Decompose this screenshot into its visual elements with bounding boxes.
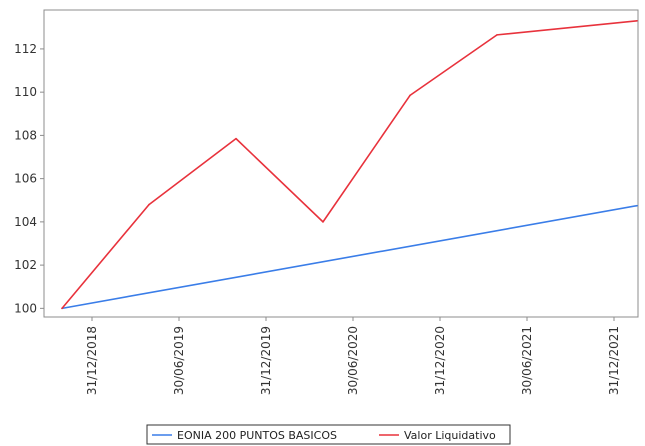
series-line-eonia-200-puntos-basicos [61, 204, 638, 310]
y-tick-label: 102 [14, 258, 37, 272]
x-tick-label: 30/06/2020 [346, 326, 360, 395]
y-tick-label: 108 [14, 128, 37, 142]
x-tick-label: 31/12/2020 [433, 326, 447, 395]
data-point-valor-liquidativo [235, 137, 237, 140]
y-axis: 100 102 104 106 108 110 112 [14, 42, 44, 315]
x-tick-label: 30/06/2021 [520, 326, 534, 395]
data-point-valor-liquidativo [61, 307, 63, 310]
x-axis: 31/12/2018 30/06/2019 31/12/2019 30/06/2020… [85, 317, 621, 395]
x-tick-label: 30/06/2019 [172, 326, 186, 395]
data-point-valor-liquidativo [322, 221, 324, 223]
y-tick-label: 106 [14, 172, 37, 186]
legend-box [146, 424, 511, 445]
legend-label-valor-liquidativo: Valor Liquidativo [404, 429, 496, 442]
series-layer [61, 20, 638, 310]
y-tick-label: 104 [14, 215, 37, 229]
data-point-valor-liquidativo [636, 20, 638, 22]
legend: EONIA 200 PUNTOS BASICOS Valor Liquidati… [146, 424, 511, 445]
y-tick-label: 112 [14, 42, 37, 56]
data-point-eonia-200-puntos-basicos [636, 204, 638, 207]
x-tick-label: 31/12/2021 [607, 326, 621, 395]
data-point-valor-liquidativo [148, 203, 150, 206]
y-tick-label: 100 [14, 301, 37, 315]
data-point-valor-liquidativo [409, 94, 411, 97]
legend-label-eonia: EONIA 200 PUNTOS BASICOS [177, 429, 337, 442]
x-tick-label: 31/12/2018 [85, 326, 99, 395]
plot-area [43, 9, 639, 318]
x-tick-label: 31/12/2019 [259, 326, 273, 395]
data-point-valor-liquidativo [496, 34, 498, 36]
y-tick-label: 110 [14, 85, 37, 99]
